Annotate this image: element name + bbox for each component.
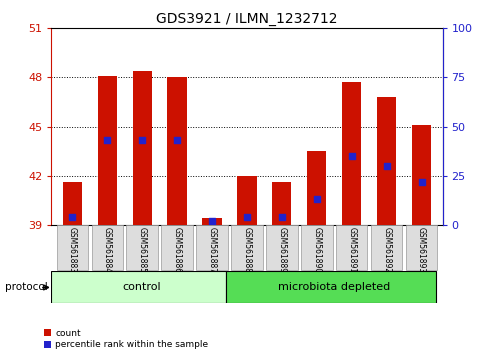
Text: GSM561887: GSM561887	[207, 227, 216, 273]
Bar	[231, 225, 262, 270]
Bar	[335, 225, 366, 270]
Text: control: control	[122, 282, 161, 292]
Bar	[411, 125, 430, 225]
Point	[312, 196, 320, 202]
Title: GDS3921 / ILMN_1232712: GDS3921 / ILMN_1232712	[156, 12, 337, 26]
Point	[347, 153, 355, 159]
Bar	[62, 182, 82, 225]
Bar	[132, 71, 151, 225]
Point	[68, 214, 76, 220]
Bar	[265, 225, 297, 270]
Text: GSM561888: GSM561888	[242, 227, 251, 273]
Text: GSM561883: GSM561883	[68, 227, 77, 273]
Bar	[98, 76, 117, 225]
Text: GSM561885: GSM561885	[138, 227, 146, 273]
Bar	[405, 225, 436, 270]
Bar	[376, 97, 395, 225]
Point	[243, 214, 250, 220]
Point	[138, 137, 146, 143]
Point	[208, 218, 216, 224]
Text: microbiota depleted: microbiota depleted	[278, 282, 389, 292]
Text: GSM561891: GSM561891	[346, 227, 355, 273]
Point	[173, 137, 181, 143]
Bar	[51, 271, 225, 303]
Bar	[306, 151, 326, 225]
Bar	[237, 176, 256, 225]
Text: GSM561890: GSM561890	[312, 227, 321, 273]
Text: GSM561893: GSM561893	[416, 227, 425, 273]
Bar	[161, 225, 192, 270]
Bar	[225, 271, 435, 303]
Bar	[342, 82, 361, 225]
Point	[417, 179, 425, 184]
Bar	[126, 225, 158, 270]
Legend: count, percentile rank within the sample: count, percentile rank within the sample	[43, 329, 208, 349]
Point	[382, 163, 390, 169]
Bar	[301, 225, 332, 270]
Bar	[272, 182, 291, 225]
Bar	[202, 218, 221, 225]
Point	[103, 137, 111, 143]
Bar	[167, 78, 186, 225]
Bar	[57, 225, 88, 270]
Bar	[196, 225, 227, 270]
Text: protocol: protocol	[5, 282, 47, 292]
Text: GSM561889: GSM561889	[277, 227, 286, 273]
Text: GSM561884: GSM561884	[102, 227, 111, 273]
Text: GSM561886: GSM561886	[172, 227, 181, 273]
Bar	[91, 225, 122, 270]
Bar	[370, 225, 402, 270]
Point	[277, 214, 285, 220]
Text: GSM561892: GSM561892	[382, 227, 390, 273]
